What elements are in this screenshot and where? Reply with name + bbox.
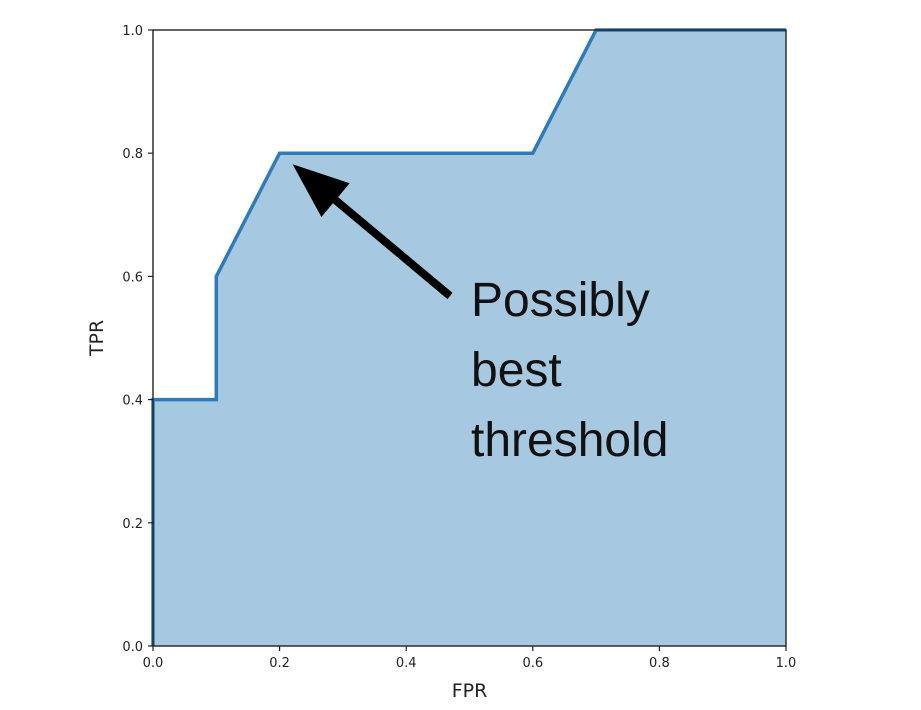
x-axis-label: FPR — [452, 680, 488, 702]
area-under-curve — [153, 30, 786, 646]
annotation-line-1: Possibly — [471, 274, 650, 327]
annotation-line-2: best — [471, 344, 562, 397]
y-tick-label: 0.2 — [122, 517, 143, 532]
y-tick-label: 0.0 — [122, 640, 143, 655]
x-tick-label: 0.0 — [143, 656, 164, 671]
x-tick-label: 0.2 — [269, 656, 290, 671]
arrow-shaft — [332, 197, 453, 300]
x-tick-label: 0.8 — [649, 656, 670, 671]
axes-frame — [152, 29, 787, 647]
roc-curve — [151, 28, 786, 646]
plot-area — [151, 28, 787, 647]
x-tick-label: 0.4 — [396, 656, 417, 671]
x-axis-ticks: 0.0 0.2 0.4 0.6 0.8 1.0 — [143, 646, 797, 671]
x-tick-label: 1.0 — [776, 656, 797, 671]
annotation-arrow — [292, 164, 453, 300]
y-axis-label: TPR — [86, 320, 108, 357]
y-tick-label: 0.4 — [122, 394, 143, 409]
y-tick-label: 0.6 — [122, 270, 143, 285]
annotation-text: Possibly best threshold — [471, 274, 668, 467]
annotation-line-3: threshold — [471, 414, 668, 467]
arrow-head — [292, 164, 350, 218]
y-tick-label: 1.0 — [122, 24, 143, 39]
y-tick-label: 0.8 — [122, 147, 143, 162]
x-tick-label: 0.6 — [522, 656, 543, 671]
y-axis-ticks: 0.0 0.2 0.4 0.6 0.8 1.0 — [122, 24, 153, 655]
